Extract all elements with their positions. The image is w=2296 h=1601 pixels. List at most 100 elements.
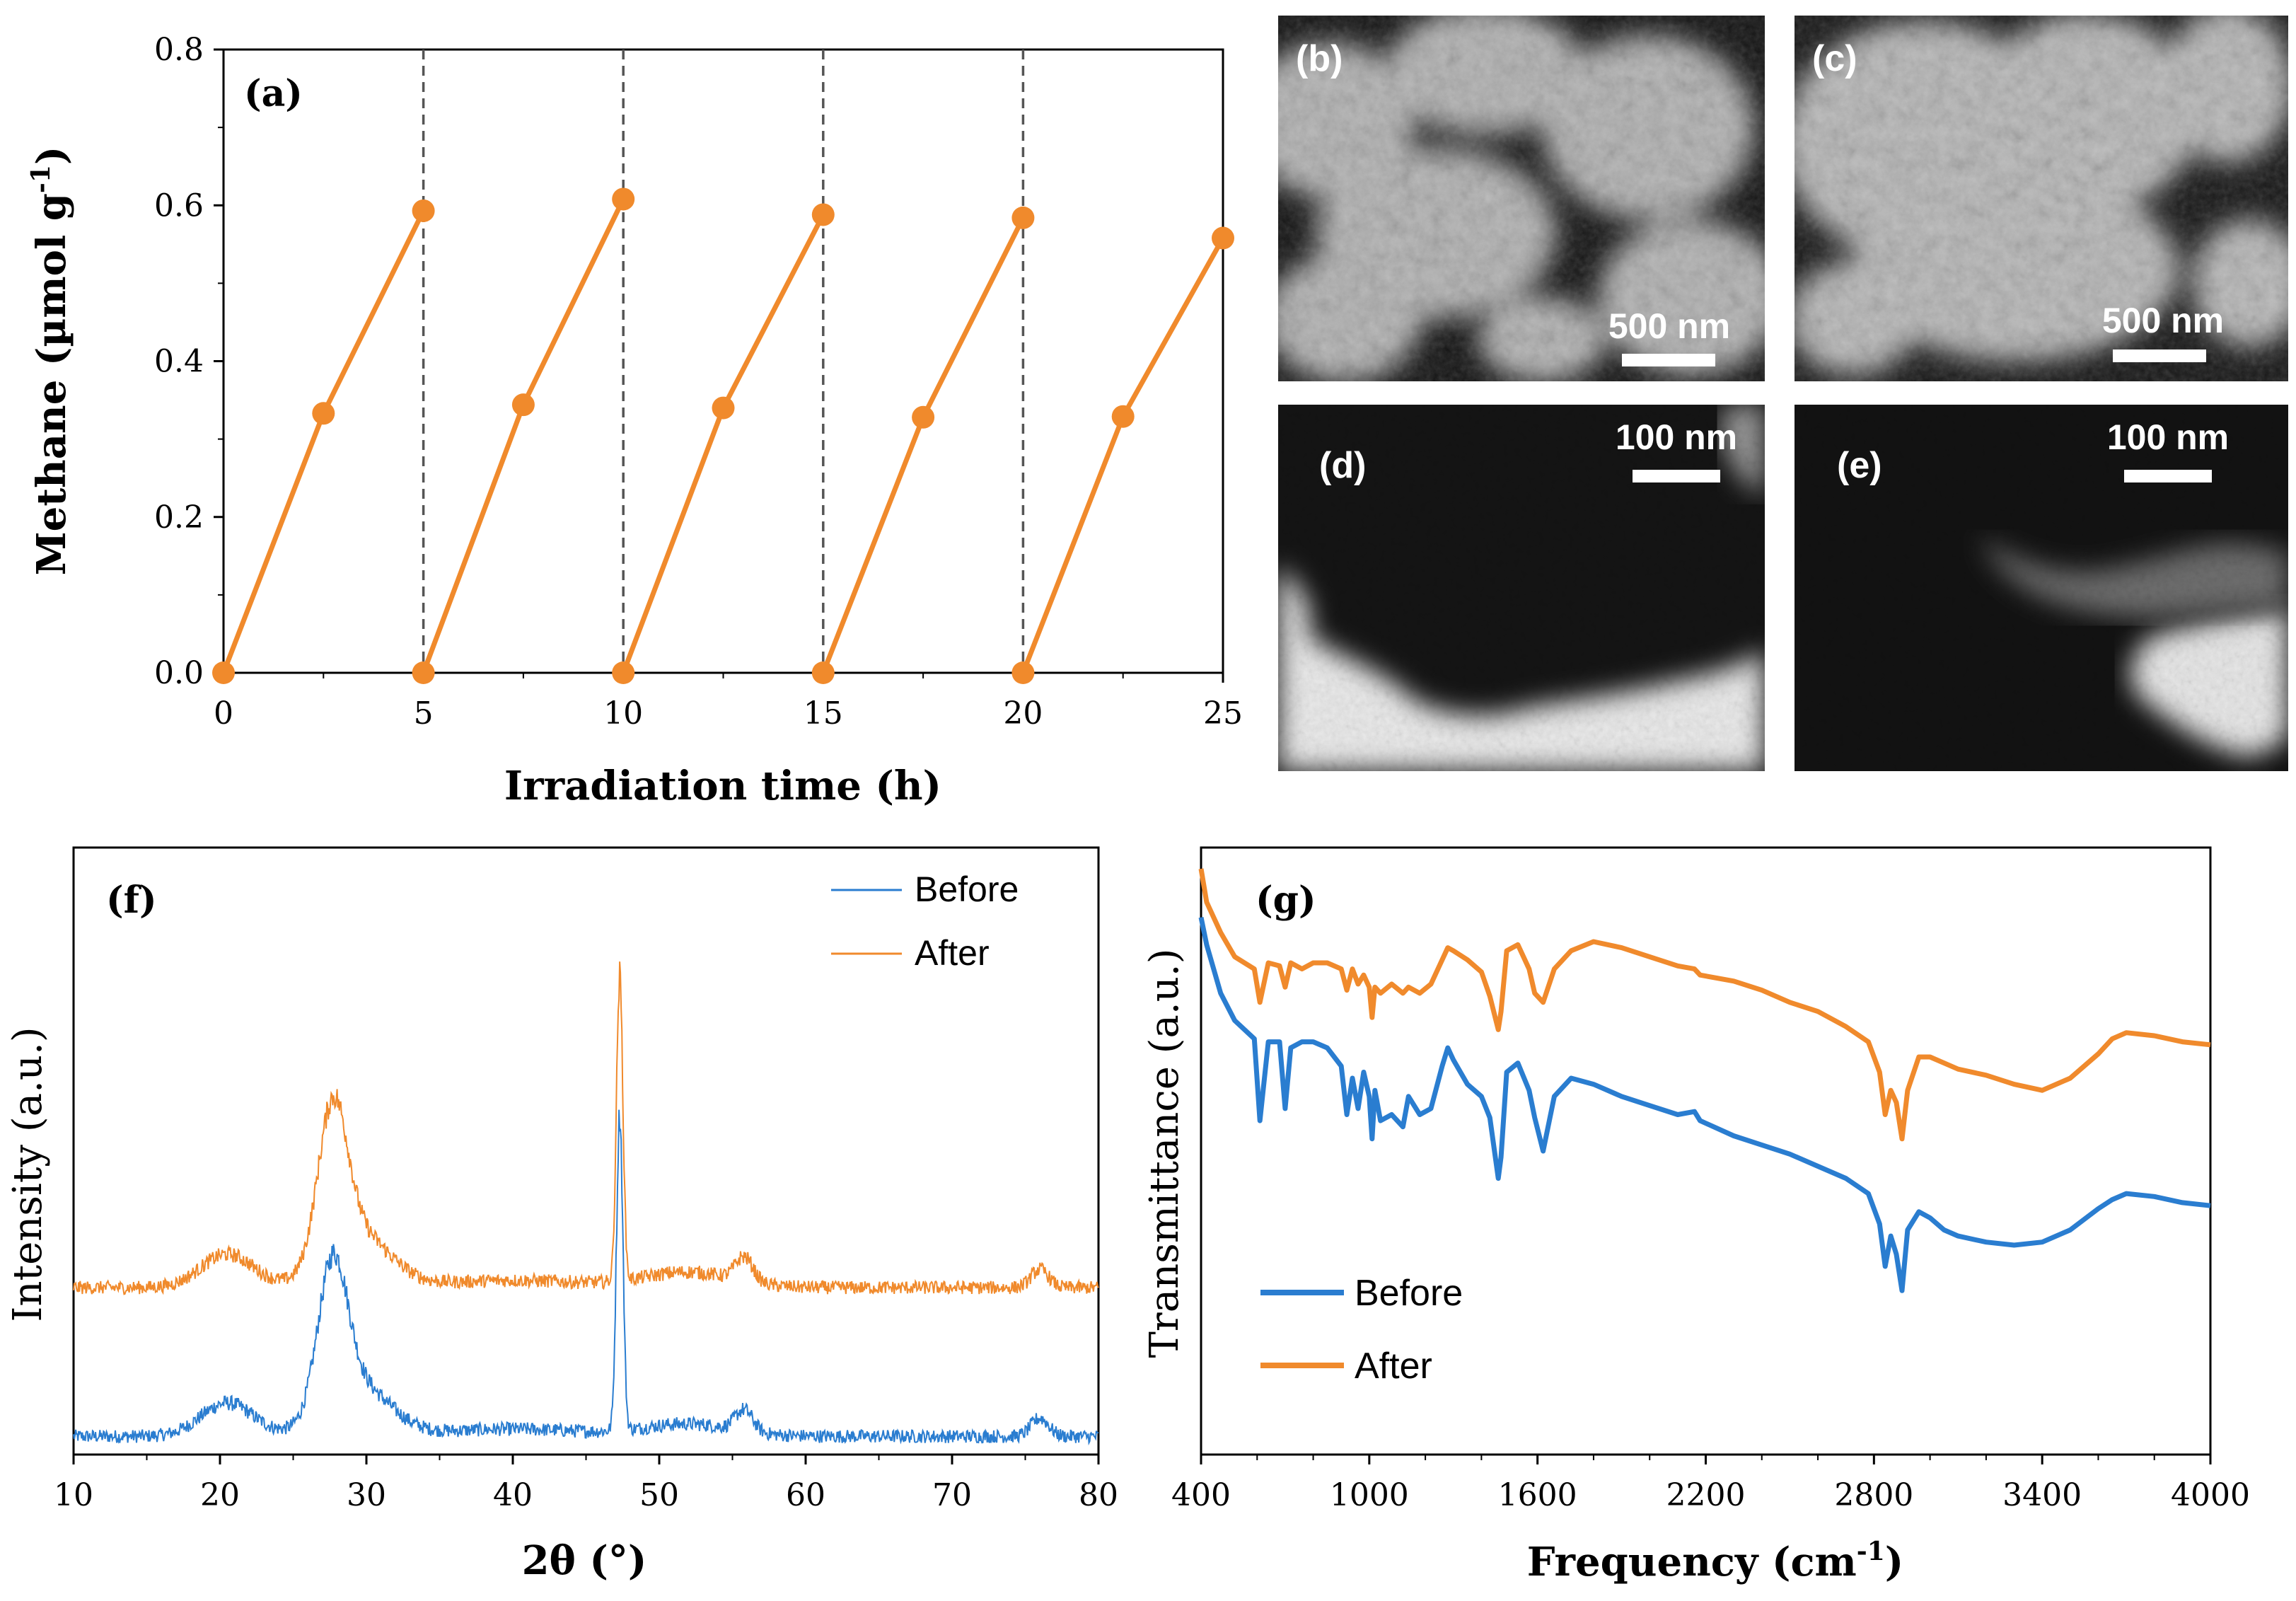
panel-a-point xyxy=(511,393,535,417)
panel-g-x-tick-label: 400 xyxy=(1171,1477,1231,1513)
panel-b-scale-text: 500 nm xyxy=(1608,306,1730,346)
panel-e-tem-micrograph: (e) 100 nm xyxy=(1795,405,2288,771)
panel-a-series-line-2 xyxy=(421,197,626,674)
panel-c-sem-micrograph: (c) 500 nm xyxy=(1795,16,2288,381)
panel-a-point xyxy=(412,661,435,684)
panel-a-series-line-5 xyxy=(1021,236,1226,674)
panel-f-x-tick-label: 70 xyxy=(932,1477,972,1513)
panel-a-series xyxy=(212,187,1234,684)
panel-f-x-tick-label: 80 xyxy=(1079,1477,1118,1513)
panel-g-y-axis-label: Transmittance (a.u.) xyxy=(1142,949,1188,1358)
panel-e-scale-text: 100 nm xyxy=(2107,417,2229,457)
panel-g-series-before xyxy=(1198,916,2211,1293)
panel-d-tem-micrograph: (d) 100 nm xyxy=(1278,405,1765,771)
panel-b-label: (b) xyxy=(1296,38,1343,79)
panel-f-x-tick-label: 60 xyxy=(786,1477,825,1513)
panel-a-point xyxy=(612,661,635,684)
panel-a-x-tick-label: 0 xyxy=(214,695,233,732)
panel-a-point xyxy=(912,405,935,429)
panel-f-label: (f) xyxy=(106,879,157,922)
panel-g-x-tick-label: 2800 xyxy=(1834,1477,1913,1513)
panel-f-xrd-chart: 10 20 30 40 50 60 70 80 (f) 2θ (°) Intensity (a… xyxy=(5,846,1118,1584)
panel-d-scale-text: 100 nm xyxy=(1616,417,1737,457)
panel-a-y-axis-label-tail: ) xyxy=(28,146,75,166)
panel-e-label: (e) xyxy=(1837,445,1882,486)
panel-a-y-axis-label-superscript: -1 xyxy=(26,165,56,193)
panel-g-plot-frame xyxy=(1200,846,2212,1456)
panel-a-point xyxy=(212,661,235,684)
panel-f-series-before xyxy=(73,1109,1099,1446)
panel-f-x-tick-label: 20 xyxy=(200,1477,240,1513)
panel-a-y-axis-label: Methane (µmol g-1) xyxy=(26,146,75,576)
panel-a-series-line-3 xyxy=(620,213,825,674)
panel-a-point xyxy=(1212,226,1234,250)
panel-e-texture xyxy=(1795,405,2288,771)
panel-a-methane-chart: 0 5 10 15 20 25 0.0 0.2 0.4 0.6 0.8 (a) Irradiatio… xyxy=(26,32,1243,809)
panel-c-scale-bar xyxy=(2113,349,2206,362)
panel-f-legend: Before After xyxy=(831,869,1019,973)
panel-a-y-tick-label: 0.0 xyxy=(154,655,204,691)
panel-b-fine-texture xyxy=(1278,16,1765,381)
panel-a-y-tick-label: 0.8 xyxy=(154,32,204,68)
panel-g-legend-after-label: After xyxy=(1355,1346,1432,1387)
panel-a-label: (a) xyxy=(244,72,303,115)
panel-c-scale-text: 500 nm xyxy=(2102,301,2224,340)
panel-b-scale-bar xyxy=(1622,354,1715,366)
panel-g-x-axis-label-tail: ) xyxy=(1885,1539,1904,1585)
panel-f-x-tick-label: 10 xyxy=(54,1477,93,1513)
panel-g-ftir-chart: 400 1000 1600 2200 2800 3400 4000 (g) Frequenc… xyxy=(1142,846,2250,1585)
panel-d-scale-bar xyxy=(1633,470,1720,482)
panel-a-point xyxy=(312,402,335,425)
panel-a-cycle-dividers xyxy=(422,50,1025,673)
panel-a-point xyxy=(612,187,635,211)
panel-f-x-tick-label: 50 xyxy=(639,1477,679,1513)
panel-f-series-after xyxy=(73,961,1099,1295)
panel-a-x-tick-label: 5 xyxy=(414,695,434,732)
panel-a-point xyxy=(1011,661,1035,684)
panel-d-label: (d) xyxy=(1319,445,1366,486)
panel-g-axis-ticks: 400 1000 1600 2200 2800 3400 4000 xyxy=(1171,1455,2250,1513)
panel-g-series xyxy=(1198,868,2211,1293)
panel-g-x-tick-label: 2200 xyxy=(1666,1477,1746,1513)
panel-e-scale-bar xyxy=(2124,470,2212,482)
panel-a-x-tick-label: 10 xyxy=(603,695,643,732)
panel-a-point xyxy=(412,199,435,222)
panel-a-x-tick-label: 25 xyxy=(1203,695,1243,732)
panel-g-x-tick-label: 3400 xyxy=(2002,1477,2082,1513)
panel-a-y-tick-label: 0.2 xyxy=(154,499,204,536)
panel-f-series xyxy=(73,961,1099,1446)
panel-a-y-axis-label-main: Methane (µmol g xyxy=(28,193,75,575)
panel-f-axis-ticks: 10 20 30 40 50 60 70 80 xyxy=(54,1455,1118,1513)
panel-c-label: (c) xyxy=(1812,38,1857,79)
panel-g-legend-before-label: Before xyxy=(1355,1273,1463,1314)
panel-g-x-axis-label: Frequency (cm-1) xyxy=(1527,1537,1904,1585)
panel-g-label: (g) xyxy=(1256,879,1316,922)
panel-a-series-line-4 xyxy=(821,216,1026,674)
panel-f-x-tick-label: 30 xyxy=(347,1477,386,1513)
panel-a-y-tick-label: 0.4 xyxy=(154,344,204,380)
panel-a-point xyxy=(1111,405,1135,428)
panel-a-x-axis-label: Irradiation time (h) xyxy=(504,763,941,809)
panel-a-point xyxy=(811,661,835,684)
panel-g-x-axis-label-main: Frequency (cm xyxy=(1527,1539,1857,1585)
panel-a-axis-ticks: 0 5 10 15 20 25 0.0 0.2 0.4 0.6 0.8 xyxy=(154,32,1243,732)
panel-f-x-axis-label: 2θ (°) xyxy=(522,1537,647,1584)
panel-a-x-tick-label: 15 xyxy=(804,695,843,732)
panel-g-legend: Before After xyxy=(1260,1273,1463,1387)
panel-a-series-line-1 xyxy=(221,209,426,674)
panel-a-point xyxy=(811,203,835,226)
panel-f-legend-before-label: Before xyxy=(915,869,1019,909)
panel-g-x-tick-label: 4000 xyxy=(2171,1477,2250,1513)
panel-a-point xyxy=(1011,206,1035,229)
panel-g-x-axis-label-superscript: -1 xyxy=(1857,1537,1885,1566)
panel-a-point xyxy=(712,396,735,420)
panel-f-y-axis-label: Intensity (a.u.) xyxy=(5,1027,51,1322)
panel-f-x-tick-label: 40 xyxy=(493,1477,533,1513)
panel-a-plot-frame xyxy=(222,48,1224,674)
panel-g-x-tick-label: 1000 xyxy=(1330,1477,1409,1513)
panel-d-texture xyxy=(1278,405,1765,771)
panel-b-sem-micrograph: (b) 500 nm xyxy=(1278,16,1765,381)
panel-a-y-tick-label: 0.6 xyxy=(154,187,204,224)
panel-f-legend-after-label: After xyxy=(915,933,990,973)
